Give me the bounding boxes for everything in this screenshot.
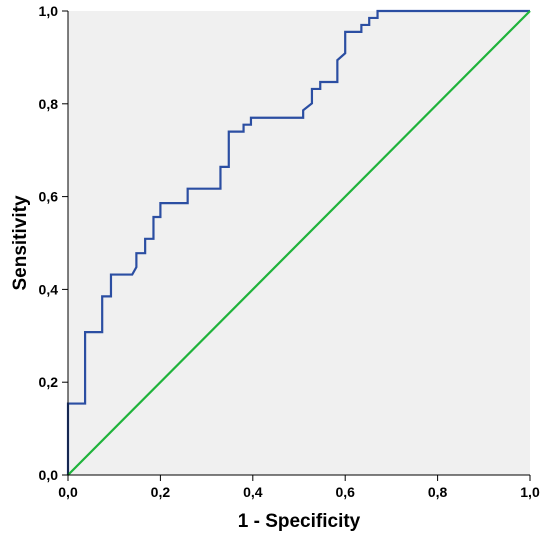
y-tick-label: 0,8	[39, 96, 59, 112]
y-axis-title: Sensitivity	[10, 195, 31, 290]
y-tick-label: 0,6	[39, 189, 59, 205]
x-tick-label: 0,2	[151, 484, 171, 500]
y-tick-label: 0,2	[39, 374, 59, 390]
axes-layer: 0,0 0,2 0,4 0,6 0,8 1,0 0,0 0,2 0,4 0,6 0,8 1,0	[39, 3, 540, 500]
x-tick-label: 1,0	[520, 484, 540, 500]
roc-curve-line	[66, 9, 530, 475]
x-tick-label: 0,8	[428, 484, 448, 500]
series-layer	[66, 9, 531, 476]
x-axis-title: 1 - Specificity	[238, 511, 361, 532]
y-tick-label: 1,0	[39, 3, 59, 19]
x-tick-label: 0,4	[243, 484, 263, 500]
x-tick-label: 0,6	[335, 484, 355, 500]
reference-diagonal-line	[67, 10, 531, 476]
y-tick-label: 0,0	[39, 467, 59, 483]
x-tick-label: 0,0	[58, 484, 78, 500]
y-tick-label: 0,4	[39, 281, 59, 297]
